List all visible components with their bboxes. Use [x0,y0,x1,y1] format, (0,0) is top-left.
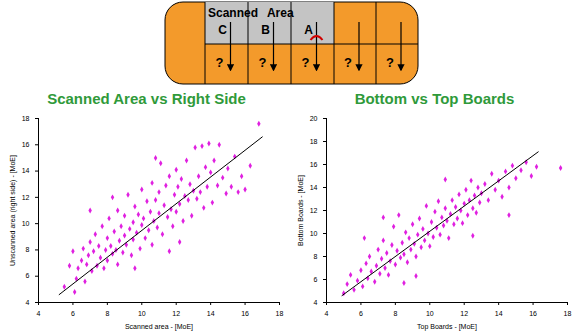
svg-text:18: 18 [22,115,30,122]
svg-text:18: 18 [310,138,318,145]
svg-text:16: 16 [310,161,318,168]
svg-text:12: 12 [460,310,468,317]
svg-text:Scanned Area: Scanned Area [208,6,294,20]
svg-text:8: 8 [393,310,397,317]
svg-text:4: 4 [314,299,318,306]
svg-text:B: B [261,23,270,37]
svg-text:6: 6 [71,310,75,317]
svg-text:20: 20 [310,115,318,122]
svg-text:18: 18 [564,310,572,317]
svg-text:?: ? [344,55,352,70]
svg-text:10: 10 [310,230,318,237]
svg-text:Scanned area - [MoE]: Scanned area - [MoE] [125,323,193,331]
svg-text:10: 10 [426,310,434,317]
svg-text:10: 10 [22,220,30,227]
svg-text:6: 6 [26,272,30,279]
svg-text:?: ? [386,55,394,70]
svg-text:12: 12 [310,207,318,214]
svg-text:12: 12 [22,194,30,201]
svg-text:A: A [304,23,313,37]
svg-text:6: 6 [314,276,318,283]
svg-text:Bottom Boards - [MoE]: Bottom Boards - [MoE] [297,175,305,246]
svg-text:18: 18 [276,310,284,317]
svg-text:?: ? [216,55,224,70]
html-text:Bottom vs Top Boards: Bottom vs Top Boards [354,90,515,107]
svg-text:10: 10 [138,310,146,317]
svg-text:4: 4 [26,299,30,306]
svg-text:16: 16 [241,310,249,317]
svg-text:12: 12 [172,310,180,317]
svg-text:8: 8 [314,253,318,260]
svg-text:16: 16 [22,141,30,148]
svg-text:14: 14 [22,167,30,174]
html-text:Scanned Area vs Right Side: Scanned Area vs Right Side [47,90,246,107]
svg-text:8: 8 [105,310,109,317]
svg-text:C: C [218,23,227,37]
svg-text:?: ? [302,55,310,70]
svg-text:14: 14 [310,184,318,191]
svg-text:4: 4 [37,310,41,317]
svg-text:4: 4 [325,310,329,317]
svg-text:14: 14 [495,310,503,317]
svg-text:Top Boards - [MoE]: Top Boards - [MoE] [417,323,477,331]
svg-text:16: 16 [529,310,537,317]
svg-text:?: ? [259,55,267,70]
svg-text:Unscanned area (right side) -: Unscanned area (right side) - [MoE] [9,155,17,266]
svg-text:8: 8 [26,246,30,253]
svg-text:6: 6 [359,310,363,317]
svg-text:14: 14 [207,310,215,317]
